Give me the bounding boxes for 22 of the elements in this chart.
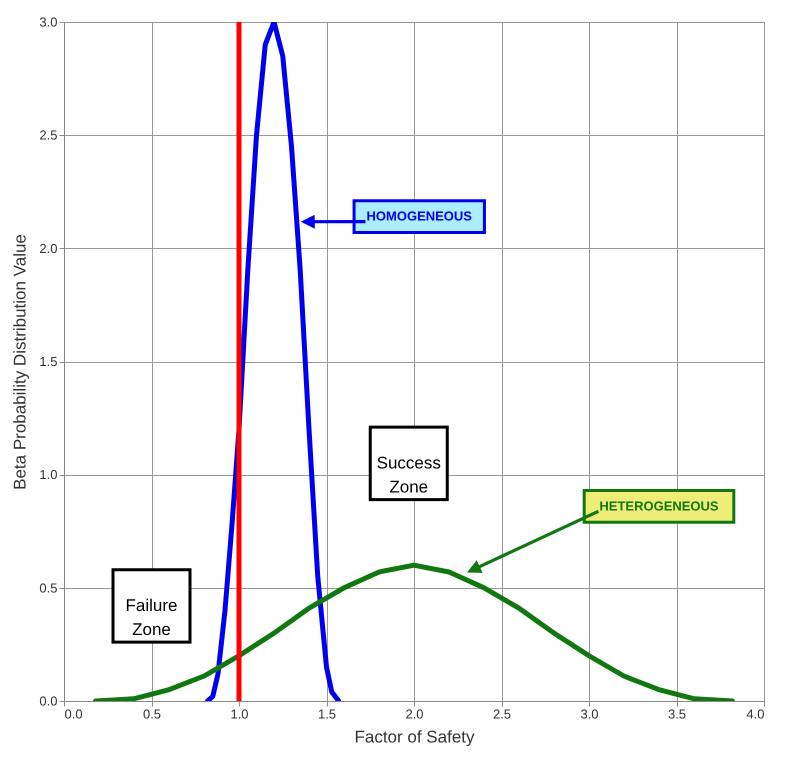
- y-tick-label: 0.0: [39, 694, 58, 708]
- x-tick-label: 3.0: [580, 706, 599, 722]
- y-tick-label: 1.0: [39, 467, 58, 482]
- annotation: HETEROGENEOUS: [599, 498, 719, 514]
- x-tick-label: 2.5: [492, 706, 512, 722]
- y-axis-title: Beta Probability Distribution Value: [10, 234, 30, 490]
- y-tick-label: 0.5: [39, 580, 58, 596]
- y-tick-label: 1.5: [39, 354, 58, 369]
- x-axis-title: Factor of Safety: [354, 728, 475, 746]
- x-tick-label: 4.0: [746, 706, 764, 722]
- x-tick-label: 0.0: [64, 706, 83, 722]
- y-tick-label: 2.5: [39, 128, 58, 143]
- x-tick-label: 1.0: [230, 706, 249, 722]
- annotation: Failure Zone: [126, 596, 178, 639]
- y-tick-label: 2.0: [39, 240, 58, 256]
- annotation: Success Zone: [376, 453, 441, 496]
- annotation: HOMOGENEOUS: [366, 208, 472, 224]
- x-tick-label: 0.5: [142, 706, 162, 722]
- x-tick-label: 2.0: [405, 706, 424, 722]
- x-tick-label: 1.5: [318, 706, 336, 722]
- y-tick-label: 3.0: [39, 14, 58, 30]
- x-tick-label: 3.5: [668, 706, 686, 722]
